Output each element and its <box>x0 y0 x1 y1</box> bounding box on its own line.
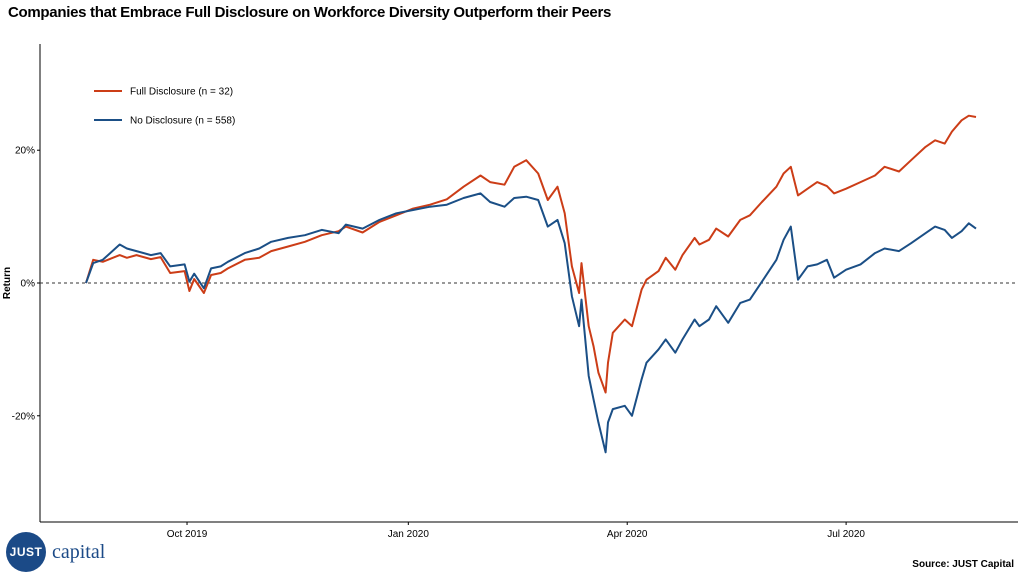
y-tick-label: 20% <box>15 146 35 157</box>
x-tick-label: Oct 2019 <box>167 529 208 540</box>
just-capital-logo: JUST capital <box>6 532 105 572</box>
y-tick-label: 0% <box>21 279 36 290</box>
x-tick-label: Jul 2020 <box>827 529 865 540</box>
legend-label: No Disclosure (n = 558) <box>130 116 235 127</box>
x-tick-label: Jan 2020 <box>388 529 430 540</box>
chart-legend: Full Disclosure (n = 32) No Disclosure (n… <box>94 87 235 127</box>
chart-series <box>85 114 977 454</box>
y-tick-label: -20% <box>12 411 35 422</box>
legend-label: Full Disclosure (n = 32) <box>130 87 233 98</box>
series-line-full-disclosure <box>85 114 977 394</box>
logo-mark: JUST <box>6 532 46 572</box>
logo-wordmark: capital <box>52 540 106 563</box>
chart-axes: -20% 0% 20% Oct 2019 Jan 2020 Apr 2020 Jul 202… <box>2 44 1018 540</box>
chart-title: Companies that Embrace Full Disclosure o… <box>8 4 612 21</box>
y-axis-title: Return <box>2 267 13 299</box>
x-tick-label: Apr 2020 <box>607 529 648 540</box>
source-note: Source: JUST Capital <box>912 559 1014 570</box>
series-line-no-disclosure <box>85 192 977 454</box>
